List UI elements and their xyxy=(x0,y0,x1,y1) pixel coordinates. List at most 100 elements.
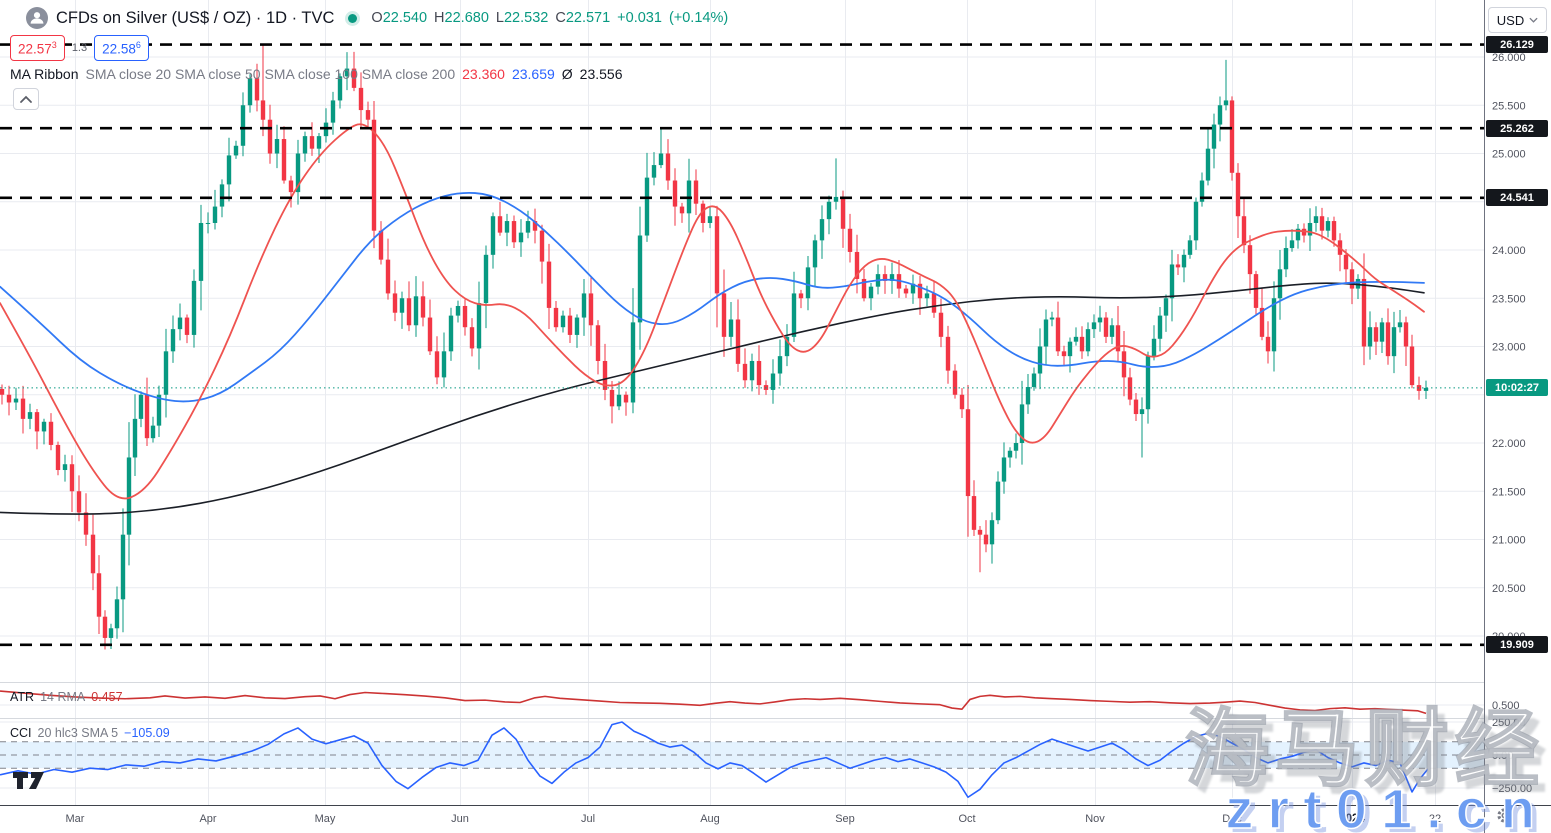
candle-body xyxy=(977,529,983,535)
candle-body xyxy=(1205,148,1211,181)
symbol-title[interactable]: CFDs on Silver (US$ / OZ) · 1D · TVC xyxy=(56,8,335,27)
candle-body xyxy=(1079,336,1085,352)
candle-body xyxy=(27,412,33,419)
candle-body xyxy=(1097,317,1103,323)
candle-body xyxy=(924,293,930,299)
candle-body xyxy=(1403,322,1409,347)
price-tick-label: 21.500 xyxy=(1492,486,1526,498)
candle-body xyxy=(150,425,156,439)
candle-body xyxy=(1313,216,1319,223)
candle-body xyxy=(728,319,734,337)
tradingview-logo[interactable] xyxy=(12,768,46,795)
candle-body xyxy=(959,394,965,410)
candle-body xyxy=(69,464,75,492)
time-tick-label: 22 xyxy=(1429,813,1441,825)
atr-status[interactable]: ATR 14 RMA 0.457 xyxy=(10,690,123,704)
collapse-indicators-button[interactable] xyxy=(13,88,39,110)
candle-body xyxy=(392,293,398,313)
cci-tick-label: −250.00 xyxy=(1492,783,1532,795)
candle-body xyxy=(114,599,120,629)
cci-tick-label: 0.00 xyxy=(1492,750,1513,762)
candle-body xyxy=(1259,307,1265,337)
time-tick-label: Jun xyxy=(451,813,469,825)
candle-body xyxy=(1019,404,1025,443)
candle-body xyxy=(1331,221,1337,241)
candle-body xyxy=(1133,399,1139,415)
candle-body xyxy=(1151,338,1157,357)
market-status-icon[interactable] xyxy=(348,13,358,23)
cci-status[interactable]: CCI 20 hlc3 SMA 5 −105.09 xyxy=(10,726,170,740)
candle-body xyxy=(434,351,440,378)
candle-body xyxy=(1373,327,1379,342)
candle-body xyxy=(1247,245,1253,275)
candle-body xyxy=(903,288,909,294)
candle-body xyxy=(945,336,951,371)
price-tick-label: 23.500 xyxy=(1492,293,1526,305)
candle-body xyxy=(812,240,818,268)
candle-body xyxy=(1193,201,1199,241)
candle-body xyxy=(48,421,54,445)
candle-body xyxy=(819,219,825,241)
candle-body xyxy=(791,293,797,337)
candle-body xyxy=(1109,325,1115,337)
candle-body xyxy=(560,315,566,328)
candle-body xyxy=(511,221,517,243)
candle-body xyxy=(247,78,253,106)
candle-body xyxy=(1001,457,1007,482)
candle-body xyxy=(1115,325,1121,352)
candle-body xyxy=(518,232,524,243)
candle-body xyxy=(427,317,433,352)
candle-body xyxy=(20,398,26,419)
time-tick-label: 2024 xyxy=(1339,813,1365,825)
candle-body xyxy=(132,418,138,458)
candle-body xyxy=(126,457,132,535)
candle-body xyxy=(177,317,183,330)
candle-body xyxy=(76,491,82,513)
atr-value: 0.457 xyxy=(91,690,123,704)
candle-body xyxy=(672,180,678,207)
currency-dropdown[interactable]: USD xyxy=(1488,7,1547,33)
candle-body xyxy=(0,388,5,395)
gear-icon[interactable] xyxy=(1496,807,1513,829)
ma-ribbon-status[interactable]: MA Ribbon SMA close 20 SMA close 50 SMA … xyxy=(10,66,623,82)
candle-body xyxy=(707,216,713,223)
candle-body xyxy=(1139,409,1145,415)
candle-body xyxy=(588,293,594,326)
candle-body xyxy=(609,389,615,407)
candle-body xyxy=(1091,322,1097,330)
price-level-label: 24.541 xyxy=(1486,189,1548,206)
candle-body xyxy=(623,394,629,403)
atr-line xyxy=(0,690,1427,715)
candle-body xyxy=(358,87,364,111)
candle-body xyxy=(1325,221,1331,231)
candle-body xyxy=(1223,100,1229,106)
sma200-line xyxy=(0,282,1425,515)
candle-body xyxy=(847,228,853,252)
price-tick-label: 23.000 xyxy=(1492,342,1526,354)
bid-ask-row: 22.573 1.3 22.586 xyxy=(10,35,149,61)
candle-body xyxy=(108,628,114,638)
average-symbol: Ø xyxy=(561,66,573,82)
candle-body xyxy=(1343,254,1349,270)
candle-body xyxy=(1007,450,1013,458)
candle-body xyxy=(120,534,126,600)
candle-body xyxy=(567,315,573,335)
candle-body xyxy=(1169,264,1175,299)
candle-body xyxy=(965,409,971,497)
candle-body xyxy=(798,293,804,299)
candle-body xyxy=(184,317,190,335)
candle-body xyxy=(1367,327,1373,347)
candle-body xyxy=(420,296,426,318)
candle-body xyxy=(971,496,977,530)
buy-button[interactable]: 22.586 xyxy=(94,35,149,61)
sell-button[interactable]: 22.573 xyxy=(10,35,65,61)
candle-body xyxy=(658,153,664,166)
sma20-line xyxy=(0,123,1425,500)
candle-body xyxy=(83,512,89,535)
candle-body xyxy=(749,360,755,381)
candle-body xyxy=(504,221,510,233)
candle-body xyxy=(62,464,68,471)
candle-body xyxy=(1043,319,1049,347)
candle-body xyxy=(41,421,47,432)
